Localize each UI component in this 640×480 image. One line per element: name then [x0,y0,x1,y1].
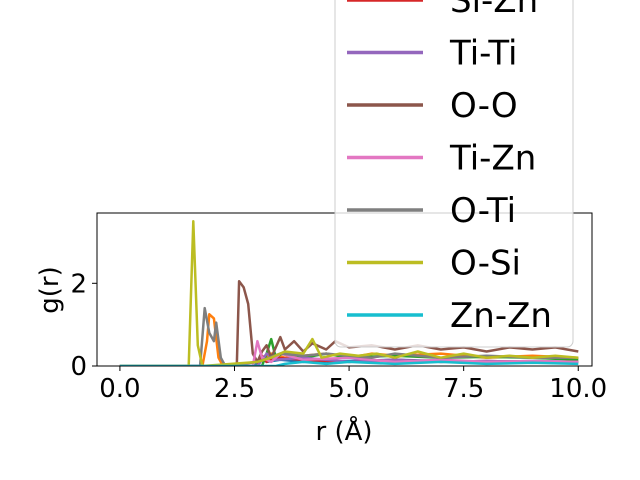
y-axis-label: g(r) [35,266,65,313]
legend-label: Si-Zn [450,0,538,21]
y-tick-label: 0 [70,352,87,382]
legend-label: Zn-Zn [450,296,552,336]
legend-label: Ti-Ti [449,34,518,74]
x-tick-label: 7.5 [443,374,484,404]
series-line-o-si [119,220,579,366]
y-axis: 02 [70,269,97,382]
legend-label: O-O [450,86,518,126]
legend-label: Ti-Zn [449,139,536,179]
series-lines [119,220,579,366]
x-tick-label: 2.5 [214,374,255,404]
legend-label: O-Si [450,244,521,284]
x-axis: 0.0 2.5 5.0 7.5 10.0 [99,366,607,404]
x-tick-label: 0.0 [99,374,140,404]
series-line-zn-zn [119,360,579,366]
x-tick-label: 5.0 [328,374,369,404]
legend-box [334,0,574,348]
y-tick-label: 2 [70,269,87,299]
legend: Si-Zn Ti-Ti O-O Ti-Zn O-Ti O-Si Zn-Zn [334,0,574,348]
x-tick-label: 10.0 [549,374,607,404]
series-line-ti-zn [119,339,579,366]
x-axis-label: r (Å) [315,415,372,447]
legend-label: O-Ti [450,191,516,231]
